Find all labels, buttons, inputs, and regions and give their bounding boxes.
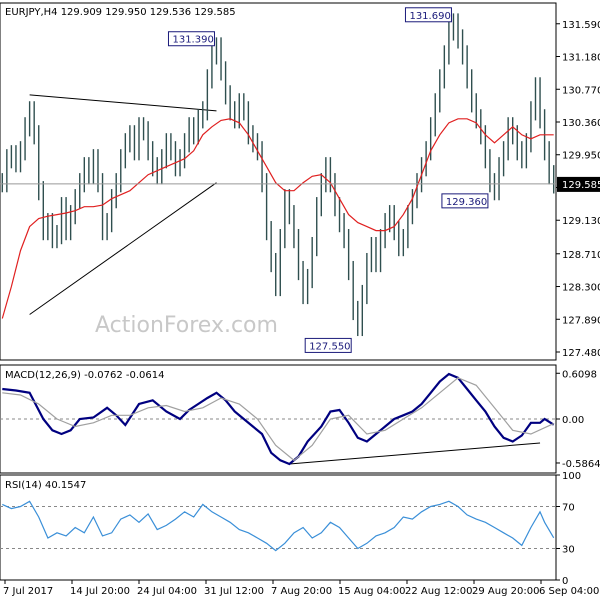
x-tick-label: 7 Aug 20:00 — [271, 586, 332, 597]
macd-line-1 — [2, 377, 554, 462]
y-tick-label: 130.770 — [562, 85, 600, 96]
current-price-box — [557, 176, 600, 192]
price-annotation-label: 131.690 — [409, 11, 450, 22]
y-tick-label: 128.710 — [562, 250, 600, 261]
y-tick-label: 127.890 — [562, 315, 600, 326]
price-annotations: 131.390 131.690 127.550 129.360 — [167, 7, 489, 353]
price-trendline — [29, 182, 217, 315]
macd-panel: MACD(12,26,9) -0.0762 -0.0614 0.6098 0.00… — [0, 369, 600, 470]
y-tick-label: 100 — [562, 471, 581, 482]
watermark: ActionForex.com — [95, 313, 278, 338]
macd-trendline — [289, 442, 541, 465]
price-series — [0, 13, 556, 337]
price-annotation-box — [304, 337, 352, 353]
macd-header: MACD(12,26,9) -0.0762 -0.0614 — [5, 370, 165, 381]
price-annotation-box — [167, 31, 215, 47]
x-tick-label: 6 Sep 04:00 — [539, 586, 599, 597]
macd-y-axis: 0.6098 0.00 -0.5864 — [556, 369, 600, 470]
rsi-header: RSI(14) 40.1547 — [5, 480, 86, 491]
y-tick-label: 30 — [562, 545, 575, 556]
y-tick-label: 128.300 — [562, 283, 600, 294]
rsi-y-axis: 100 70 30 0 — [556, 471, 581, 587]
price-trendline — [29, 94, 217, 112]
y-tick-label: 0.00 — [562, 415, 584, 426]
macd-trendlines — [289, 442, 541, 465]
current-price-label: 129.585 — [562, 180, 600, 191]
y-tick-label: 130.360 — [562, 118, 600, 129]
price-annotation-box — [441, 193, 489, 209]
price-annotation-label: 129.360 — [446, 197, 487, 208]
x-tick-label: 31 Jul 12:00 — [204, 586, 264, 597]
y-tick-label: 0 — [562, 576, 568, 587]
price-annotation-label: 131.390 — [172, 35, 213, 46]
price-annotation-box — [404, 7, 452, 23]
y-tick-label: 131.180 — [562, 53, 600, 64]
y-tick-label: -0.5864 — [562, 459, 600, 470]
x-axis: 7 Jul 2017 14 Jul 20:00 24 Jul 04:00 31 Jul… — [3, 580, 599, 597]
x-tick-label: 29 Aug 20:00 — [472, 586, 539, 597]
price-trendlines — [29, 94, 217, 315]
y-tick-label: 129.950 — [562, 151, 600, 162]
x-tick-label: 22 Aug 12:00 — [405, 586, 472, 597]
rsi-series — [2, 500, 555, 552]
y-tick-label: 127.480 — [562, 348, 600, 359]
y-tick-label: 0.6098 — [562, 369, 597, 380]
y-tick-label: 131.590 — [562, 20, 600, 31]
y-tick-label: 129.130 — [562, 216, 600, 227]
moving-average-line — [1, 118, 554, 319]
panel-frame-0 — [0, 2, 557, 361]
price-annotation-label: 127.550 — [309, 341, 350, 352]
x-tick-label: 14 Jul 20:00 — [70, 586, 130, 597]
panel-frame-2 — [0, 474, 557, 581]
x-tick-label: 7 Jul 2017 — [3, 586, 53, 597]
macd-series — [0, 372, 556, 466]
rsi-panel: RSI(14) 40.1547 100 70 30 0 — [0, 471, 581, 587]
x-tick-label: 15 Aug 04:00 — [338, 586, 405, 597]
price-panel: EURJPY,H4 129.909 129.950 129.536 129.58… — [0, 7, 600, 359]
price-header: EURJPY,H4 129.909 129.950 129.536 129.58… — [5, 7, 236, 18]
current-price-marker: 129.585 — [557, 176, 600, 192]
y-tick-label: 70 — [562, 503, 575, 514]
x-tick-label: 24 Jul 04:00 — [137, 586, 197, 597]
rsi-line — [2, 500, 555, 552]
